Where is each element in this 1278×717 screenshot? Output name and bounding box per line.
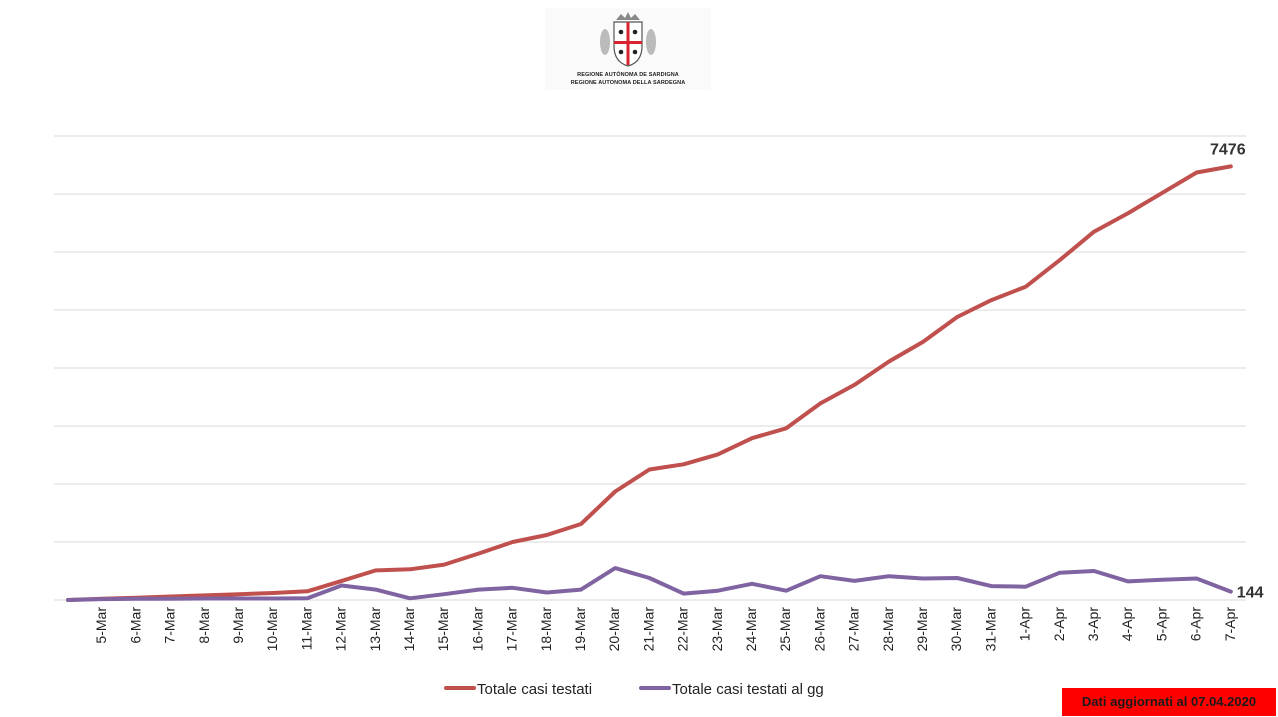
x-tick-label: 29-Mar [914, 607, 930, 652]
x-tick-label: 6-Mar [127, 607, 143, 644]
region-logo: REGIONE AUTÒNOMA DE SARDIGNA REGIONE AUT… [545, 8, 711, 90]
x-tick-label: 4-Apr [1119, 607, 1135, 642]
x-tick-label: 5-Apr [1153, 607, 1169, 642]
x-axis-tick-labels: 5-Mar 6-Mar 7-Mar 8-Mar 9-Mar 10-Mar 11-Mar 12-… [93, 607, 1238, 652]
x-tick-label: 6-Apr [1188, 607, 1204, 642]
x-tick-label: 27-Mar [846, 607, 862, 652]
x-tick-label: 30-Mar [948, 607, 964, 652]
x-tick-label: 21-Mar [640, 607, 656, 652]
x-tick-label: 11-Mar [298, 607, 314, 651]
x-tick-label: 8-Mar [196, 607, 212, 644]
legend-item-daily-label: Totale casi testati al gg [672, 681, 824, 698]
x-tick-label: 7-Mar [162, 607, 178, 644]
x-tick-label: 14-Mar [401, 607, 417, 652]
x-tick-label: 10-Mar [264, 607, 280, 652]
x-tick-label: 5-Mar [93, 607, 109, 644]
x-tick-label: 28-Mar [880, 607, 896, 652]
total-tests-line [66, 164, 1233, 602]
x-tick-label: 1-Apr [1017, 607, 1033, 642]
x-tick-label: 18-Mar [538, 607, 554, 652]
x-tick-label: 24-Mar [743, 607, 759, 652]
x-tick-label: 16-Mar [469, 607, 485, 652]
x-tick-label: 22-Mar [675, 607, 691, 652]
x-tick-label: 7-Apr [1222, 607, 1238, 642]
series-lines [66, 164, 1233, 602]
x-tick-label: 20-Mar [606, 607, 622, 652]
x-tick-label: 25-Mar [777, 607, 793, 652]
x-tick-label: 17-Mar [504, 607, 520, 652]
sardinia-coat-of-arms-icon [545, 8, 711, 90]
end-value-labels: 7476 144 [1210, 141, 1264, 601]
x-tick-label: 12-Mar [333, 607, 349, 652]
total-end-label: 7476 [1210, 141, 1246, 158]
update-date-badge: Dati aggiornati al 07.04.2020 [1062, 688, 1276, 716]
logo-text-sardinian: REGIONE AUTÒNOMA DE SARDIGNA [577, 72, 679, 78]
x-tick-label: 15-Mar [435, 607, 451, 652]
daily-tests-line [66, 566, 1233, 602]
daily-end-label: 144 [1237, 585, 1264, 602]
logo-text-italian: REGIONE AUTONOMA DELLA SARDEGNA [570, 80, 686, 86]
x-tick-label: 3-Apr [1085, 607, 1101, 642]
x-tick-label: 31-Mar [982, 607, 998, 652]
x-tick-label: 19-Mar [572, 607, 588, 652]
x-tick-label: 23-Mar [709, 607, 725, 652]
x-tick-label: 13-Mar [367, 607, 383, 652]
x-tick-label: 9-Mar [230, 607, 246, 644]
x-tick-label: 2-Apr [1051, 607, 1067, 642]
legend-item-total-label: Totale casi testati [477, 681, 592, 698]
grid-lines [54, 135, 1246, 601]
legend: Totale casi testati Totale casi testati a… [444, 681, 824, 698]
x-tick-label: 26-Mar [811, 607, 827, 652]
